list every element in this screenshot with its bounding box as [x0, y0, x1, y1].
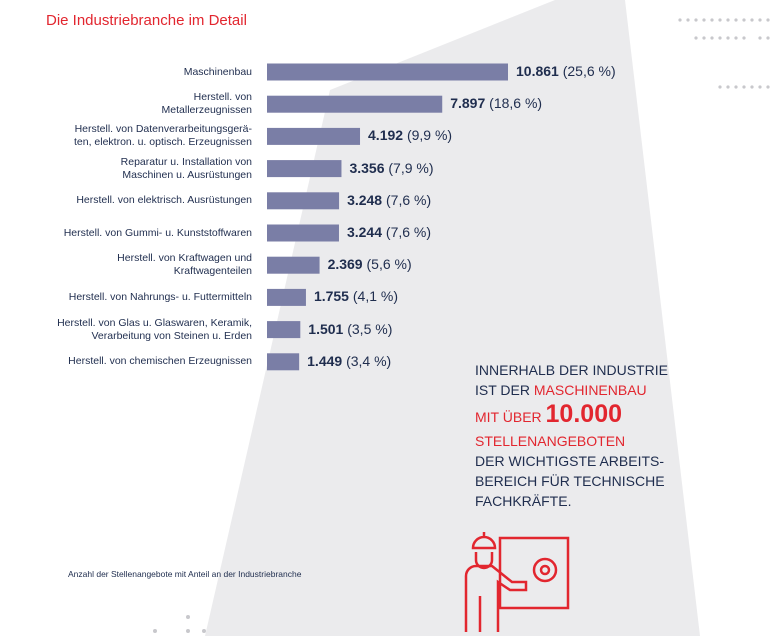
- value-label: 3.356 (7,9 %): [349, 160, 433, 176]
- category-label: Herstell. von Metallerzeugnissen: [161, 91, 252, 117]
- share-label: (4,1 %): [352, 288, 398, 305]
- callout-line: MIT ÜBER 10.000: [475, 400, 668, 431]
- value-label: 4.192 (9,9 %): [368, 127, 452, 143]
- bar: [267, 127, 361, 145]
- value-label: 1.449 (3,4 %): [307, 353, 391, 369]
- worker-icon: [464, 532, 570, 632]
- category-label: Herstell. von elektrisch. Ausrüstungen: [76, 194, 252, 207]
- value-number: 3.248: [347, 191, 383, 208]
- value-number: 1.755: [313, 288, 349, 305]
- bar: [267, 192, 340, 210]
- callout-line: BEREICH FÜR TECHNISCHE: [475, 473, 665, 489]
- share-label: (5,6 %): [366, 256, 412, 273]
- bar: [267, 256, 320, 274]
- bar: [267, 63, 508, 81]
- category-label: Herstell. von Kraftwagen und Kraftwagent…: [117, 252, 252, 278]
- value-label: 1.501 (3,5 %): [308, 321, 392, 337]
- category-label: Herstell. von Glas u. Glaswaren, Keramik…: [57, 316, 252, 342]
- bar: [267, 95, 443, 113]
- bar: [267, 224, 339, 242]
- value-label: 3.248 (7,6 %): [347, 192, 431, 208]
- bar: [267, 160, 342, 178]
- share-label: (25,6 %): [562, 63, 616, 79]
- background-shape: [205, 0, 700, 636]
- value-label: 3.244 (7,6 %): [347, 224, 431, 240]
- value-number: 1.501: [308, 320, 344, 337]
- category-label: Maschinenbau: [183, 65, 252, 78]
- category-label: Herstell. von Gummi- u. Kunststoffwaren: [63, 226, 252, 239]
- share-label: (7,9 %): [388, 159, 434, 176]
- value-number: 4.192: [368, 127, 404, 144]
- value-number: 10.861: [516, 63, 559, 79]
- value-number: 3.244: [346, 224, 383, 240]
- share-label: (7,6 %): [386, 191, 432, 208]
- category-label: Herstell. von Nahrungs- u. Futtermitteln: [68, 290, 252, 303]
- callout-line: STELLENANGEBOTEN: [475, 433, 626, 449]
- callout-line: FACHKRÄFTE.: [475, 493, 572, 509]
- bar: [267, 321, 301, 339]
- share-label: (18,6 %): [489, 95, 543, 112]
- share-label: (7,6 %): [385, 224, 432, 240]
- decor-dots: [153, 18, 770, 633]
- value-number: 2.369: [327, 256, 363, 273]
- value-number: 7.897: [450, 95, 486, 112]
- value-number: 1.449: [307, 352, 343, 369]
- chart-title: Die Industriebranche im Detail: [46, 12, 247, 29]
- share-label: (3,5 %): [347, 320, 393, 337]
- category-label: Herstell. von chemischen Erzeugnissen: [68, 355, 252, 368]
- bar: [267, 353, 300, 371]
- value-label: 1.755 (4,1 %): [314, 288, 398, 304]
- category-label: Reparatur u. Installation von Maschinen …: [120, 155, 252, 181]
- value-label: 7.897 (18,6 %): [450, 95, 542, 111]
- callout-line: INNERHALB DER INDUSTRIE: [475, 362, 668, 378]
- callout-highlight: MASCHINENBAU: [533, 382, 647, 398]
- callout: INNERHALB DER INDUSTRIE IST DER MASCHINE…: [475, 360, 668, 511]
- share-label: (3,4 %): [346, 352, 392, 369]
- category-label: Herstell. von Datenverarbeitungsgerä- te…: [73, 123, 252, 149]
- callout-number: 10.000: [545, 400, 622, 428]
- callout-line: IST DER MASCHINENBAU: [475, 380, 668, 400]
- value-label: 2.369 (5,6 %): [328, 256, 412, 272]
- bar: [267, 288, 306, 306]
- share-label: (9,9 %): [406, 127, 453, 144]
- callout-text: IST DER: [475, 382, 530, 398]
- footnote: Anzahl der Stellenangebote mit Anteil an…: [68, 569, 302, 579]
- value-label: 10.861 (25,6 %): [516, 63, 616, 79]
- value-number: 3.356: [349, 159, 385, 176]
- callout-text: MIT ÜBER: [475, 409, 542, 425]
- callout-line: DER WICHTIGSTE ARBEITS-: [475, 453, 665, 469]
